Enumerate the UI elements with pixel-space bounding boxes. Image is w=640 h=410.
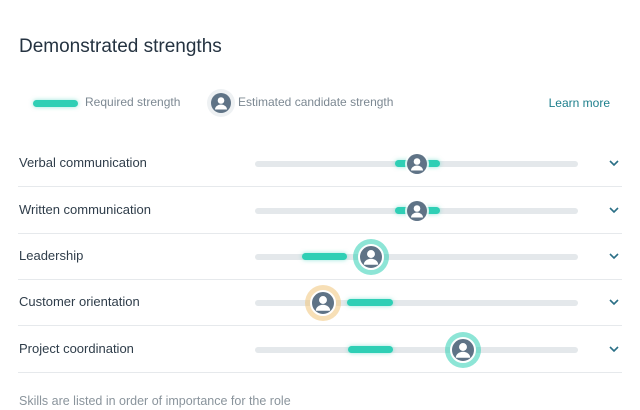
skill-label: Customer orientation bbox=[19, 294, 140, 309]
expand-chevron[interactable] bbox=[608, 343, 620, 355]
title: Demonstrated strengths bbox=[19, 36, 222, 57]
skill-row[interactable]: Project coordination bbox=[18, 326, 622, 373]
skill-row[interactable]: Written communication bbox=[18, 187, 622, 234]
candidate-position bbox=[351, 237, 391, 282]
estimated-swatch bbox=[207, 89, 235, 117]
candidate-marker bbox=[445, 332, 481, 368]
expand-chevron[interactable] bbox=[608, 296, 620, 308]
required-range bbox=[302, 253, 347, 260]
required-range bbox=[348, 346, 393, 353]
skill-row[interactable]: Leadership bbox=[18, 233, 622, 280]
expand-chevron[interactable] bbox=[608, 204, 620, 216]
footer: Skills are listed in order of importance… bbox=[19, 394, 291, 408]
required-range bbox=[347, 299, 393, 306]
expand-chevron[interactable] bbox=[608, 250, 620, 262]
learn-more-link[interactable]: Learn more bbox=[548, 96, 610, 110]
skill-row[interactable]: Customer orientation bbox=[18, 279, 622, 326]
candidate-marker bbox=[405, 152, 429, 176]
skill-label: Written communication bbox=[19, 202, 151, 217]
skill-label: Verbal communication bbox=[19, 155, 147, 170]
candidate-marker bbox=[405, 199, 429, 223]
candidate-marker bbox=[353, 239, 389, 275]
legend-estimated: Estimated candidate strength bbox=[238, 95, 394, 109]
legend-required: Required strength bbox=[85, 95, 181, 109]
candidate-marker bbox=[305, 285, 341, 321]
candidate-position bbox=[397, 191, 437, 236]
skill-label: Leadership bbox=[19, 248, 84, 263]
required-swatch bbox=[33, 100, 78, 107]
skill-row[interactable]: Verbal communication bbox=[18, 140, 622, 187]
skill-track bbox=[255, 254, 578, 260]
candidate-position bbox=[397, 144, 437, 189]
expand-chevron[interactable] bbox=[608, 157, 620, 169]
skill-label: Project coordination bbox=[19, 341, 134, 356]
candidate-position bbox=[443, 330, 483, 375]
candidate-position bbox=[303, 283, 343, 328]
skill-track bbox=[255, 347, 578, 353]
skill-track bbox=[255, 300, 578, 306]
